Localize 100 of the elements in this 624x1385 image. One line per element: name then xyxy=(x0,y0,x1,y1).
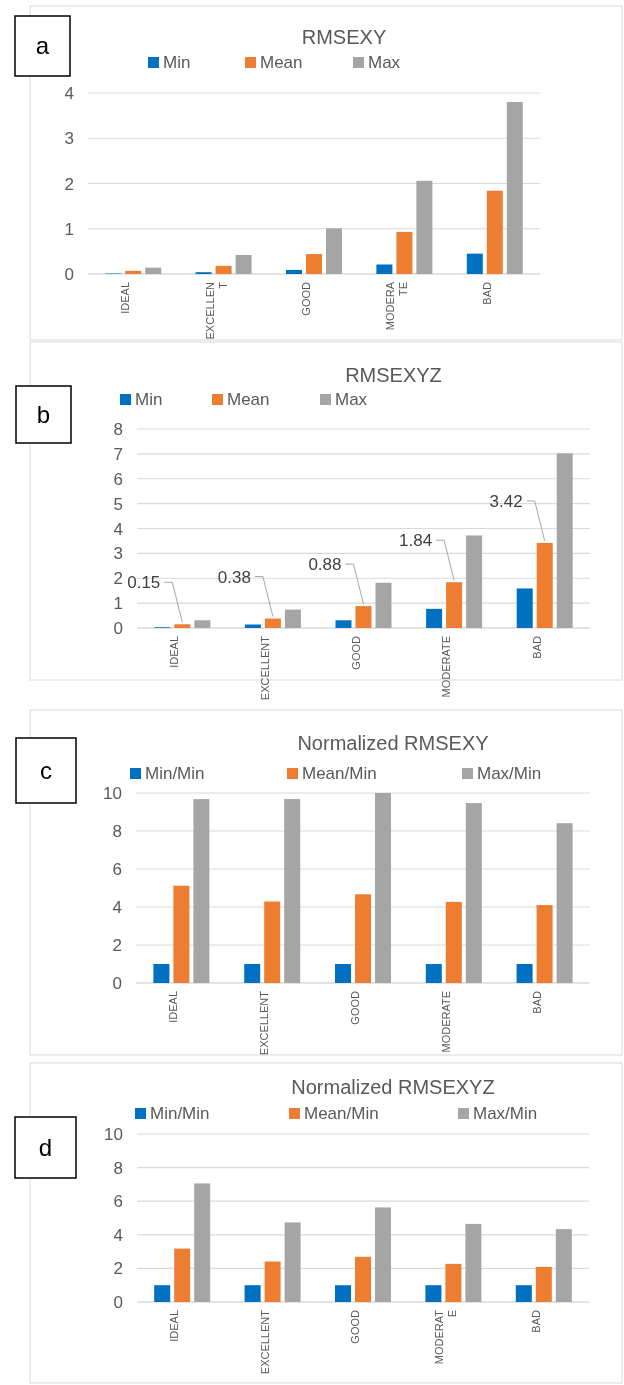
bar xyxy=(516,588,533,628)
x-tick-label: IDEAL xyxy=(168,1310,181,1342)
bar xyxy=(264,1261,281,1302)
bar xyxy=(286,269,302,274)
data-label: 1.84 xyxy=(399,531,433,551)
legend-label: Max/Min xyxy=(477,764,542,783)
bar xyxy=(244,1285,261,1302)
x-tick-label: MODERAT E xyxy=(433,1309,459,1365)
x-tick-label: GOOD xyxy=(349,990,361,1025)
y-tick-label: 2 xyxy=(113,569,123,589)
legend-label: Mean/Min xyxy=(302,764,377,783)
bar xyxy=(194,1183,211,1302)
x-tick-label: GOOD xyxy=(349,635,362,670)
x-tick-label: MODERATE xyxy=(439,991,452,1053)
bar xyxy=(306,254,322,274)
y-tick-label: 6 xyxy=(112,860,122,879)
text: d xyxy=(38,1133,53,1161)
x-tick-label: MODERA TE xyxy=(384,281,410,331)
bar xyxy=(466,253,483,274)
bar xyxy=(145,267,162,274)
bar xyxy=(555,1229,572,1302)
bar xyxy=(215,265,232,274)
legend-label: Min/Min xyxy=(150,1104,210,1123)
bar xyxy=(375,582,392,628)
bar xyxy=(193,799,210,983)
legend-label: Min xyxy=(163,53,191,72)
bar xyxy=(425,1285,442,1302)
y-tick-label: 2 xyxy=(64,174,74,194)
x-tick-label: EXCELLENT xyxy=(258,1309,271,1375)
bar xyxy=(416,180,433,274)
x-tick-label: IDEAL xyxy=(167,991,180,1023)
data-label: 3.42 xyxy=(489,491,523,511)
bar xyxy=(235,255,252,274)
y-tick-label: 6 xyxy=(113,469,123,489)
y-tick-label: 1 xyxy=(113,594,123,614)
x-tick-label: GOOD xyxy=(349,1309,361,1344)
bar xyxy=(396,231,413,274)
y-tick-label: 0 xyxy=(113,619,123,638)
y-tick-label: 5 xyxy=(113,494,123,514)
bar xyxy=(153,964,170,983)
bar xyxy=(516,964,533,983)
bar xyxy=(425,964,442,983)
legend-label: Max/Min xyxy=(473,1104,538,1123)
y-tick-label: 1 xyxy=(64,219,74,239)
bar xyxy=(536,542,553,628)
y-tick-label: 8 xyxy=(113,1158,123,1178)
y-tick-label: 0 xyxy=(112,974,122,993)
bar xyxy=(174,1248,191,1302)
x-tick-label: MODERATE xyxy=(440,636,453,698)
data-label: 0.88 xyxy=(308,555,342,575)
y-tick-label: 8 xyxy=(113,420,123,439)
x-tick-label: BAD xyxy=(530,990,543,1014)
x-tick-label: BAD xyxy=(530,635,543,659)
text: b xyxy=(36,400,51,428)
y-tick-label: 7 xyxy=(113,444,123,464)
bar xyxy=(465,1223,482,1302)
bar xyxy=(264,618,281,628)
bar xyxy=(335,964,351,983)
y-tick-label: 4 xyxy=(113,519,123,539)
y-tick-label: 3 xyxy=(64,129,74,149)
x-tick-label: BAD xyxy=(480,281,493,305)
bar xyxy=(535,1266,552,1302)
legend-label: Max xyxy=(368,53,401,72)
bar xyxy=(376,264,393,274)
bar xyxy=(355,1256,371,1302)
legend-label: Max xyxy=(335,390,368,409)
bar xyxy=(244,964,261,983)
bar xyxy=(174,624,191,628)
bar xyxy=(556,823,573,983)
bar xyxy=(284,1222,301,1302)
bar xyxy=(536,905,553,983)
y-tick-label: 10 xyxy=(104,1125,123,1144)
bar xyxy=(335,1285,351,1302)
chart-title: RMSEXYZ xyxy=(345,364,442,386)
x-tick-label: IDEAL xyxy=(168,636,181,668)
bar xyxy=(355,606,372,628)
bar xyxy=(515,1285,532,1302)
bar xyxy=(194,620,211,628)
bar xyxy=(284,799,301,983)
bar xyxy=(173,885,190,983)
x-tick-label: BAD xyxy=(529,1309,542,1333)
y-tick-label: 2 xyxy=(112,936,122,955)
bar xyxy=(466,535,483,628)
y-tick-label: 4 xyxy=(112,898,122,917)
bar xyxy=(326,228,342,274)
bar xyxy=(375,793,391,983)
text: a xyxy=(35,32,50,59)
x-tick-label: EXCELLENT xyxy=(258,990,271,1056)
chart-title: Normalized RMSEXY xyxy=(297,732,489,754)
chart-title: Normalized RMSEXYZ xyxy=(291,1076,495,1098)
data-label: 0.15 xyxy=(127,573,161,593)
bar xyxy=(506,102,523,274)
legend-label: Mean/Min xyxy=(304,1104,379,1123)
bar xyxy=(465,803,482,983)
bar xyxy=(125,270,142,274)
y-tick-label: 2 xyxy=(113,1259,123,1279)
bar xyxy=(284,609,301,628)
bar xyxy=(154,1285,171,1302)
y-tick-label: 8 xyxy=(112,822,122,841)
bar xyxy=(486,190,503,274)
